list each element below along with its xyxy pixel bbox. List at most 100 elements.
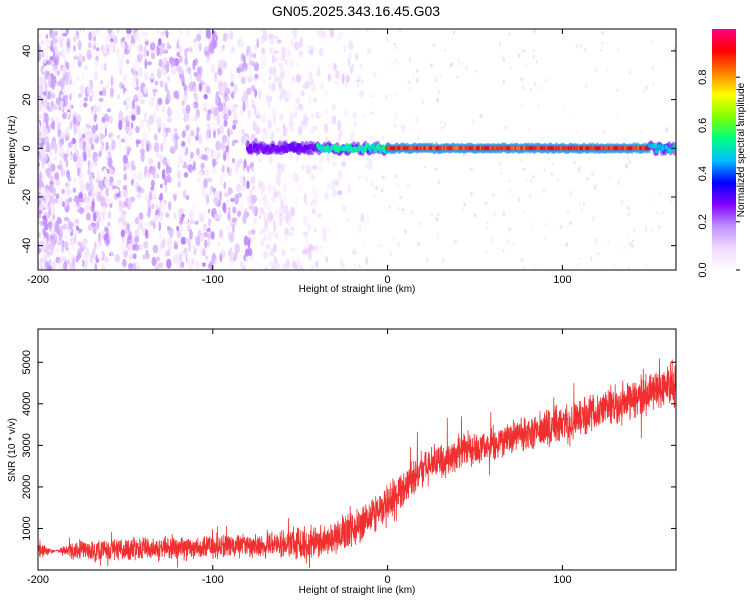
spectrogram-noise-blob	[200, 162, 205, 170]
spectrogram-noise-blob	[308, 94, 312, 104]
spectrogram-noise-blob	[226, 40, 229, 48]
spectrogram-noise-blob	[232, 111, 238, 119]
spectrogram-noise-blob	[50, 163, 56, 172]
spectrogram-noise-blob	[75, 76, 80, 82]
spectrogram-noise-blob	[99, 132, 103, 143]
spectrogram-noise-blob	[174, 140, 178, 151]
spectrogram-noise-blob	[38, 130, 42, 142]
spectrogram-noise-blob	[167, 75, 170, 82]
spectrogram-noise-blob	[315, 244, 319, 254]
spectrogram-noise-blob	[83, 96, 88, 102]
spectrogram-noise-blob	[61, 49, 65, 59]
spectrogram-noise-blob	[45, 34, 49, 39]
spectrogram-noise-blob	[240, 106, 244, 118]
spectrogram-noise-blob	[181, 145, 187, 153]
spectrogram-noise-blob	[464, 66, 467, 71]
spectrogram-noise-blob	[223, 181, 226, 190]
spectrogram-noise-blob	[76, 188, 80, 195]
spectrogram-noise-blob	[262, 78, 266, 85]
spectrogram-noise-blob	[370, 111, 373, 115]
y-tick-label: 40	[21, 45, 33, 57]
spectrogram-noise-blob	[234, 166, 240, 172]
spectrogram-noise-blob	[127, 128, 133, 137]
spectrogram-noise-blob	[312, 125, 318, 131]
spectrogram-noise-blob	[415, 68, 418, 73]
spectrogram-noise-blob	[139, 221, 144, 230]
spectrogram-noise-blob	[403, 125, 406, 131]
spectrogram-noise-blob	[353, 262, 357, 270]
spectrogram-noise-blob	[584, 83, 588, 89]
spectrogram-noise-blob	[204, 85, 211, 94]
spectrogram-noise-blob	[304, 80, 310, 89]
spectrogram-noise-blob	[79, 84, 85, 96]
spectrogram-noise-blob	[333, 179, 339, 187]
spectrogram-noise-blob	[538, 86, 541, 90]
spectrogram-noise-blob	[46, 54, 49, 60]
spectrogram-noise-blob	[268, 260, 274, 267]
spectrogram-noise-blob	[417, 241, 421, 246]
spectrogram-noise-blob	[396, 183, 399, 188]
spectrogram-noise-blob	[324, 89, 328, 99]
spectrogram-noise-blob	[41, 107, 46, 114]
spectrogram-noise-blob	[372, 195, 375, 198]
spectrogram-noise-blob	[227, 127, 231, 138]
spectrogram-noise-blob	[165, 213, 170, 218]
spectrogram-noise-blob	[623, 157, 626, 161]
spectrogram-noise-blob	[366, 47, 372, 55]
spectrogram-noise-blob	[219, 45, 225, 54]
spectrogram-noise-blob	[110, 87, 114, 98]
spectrogram-noise-blob	[373, 72, 377, 77]
spectrogram-noise-blob	[259, 229, 265, 236]
spectrogram-noise-blob	[158, 215, 163, 221]
spectrogram-noise-blob	[289, 112, 295, 118]
spectrogram-noise-blob	[472, 119, 475, 124]
spectrogram-noise-blob	[306, 222, 311, 232]
spectrogram-noise-blob	[176, 225, 179, 232]
spectrogram-noise-blob	[290, 226, 295, 232]
spectrogram-noise-blob	[118, 203, 124, 212]
spectrogram-noise-blob	[48, 91, 52, 97]
spectrogram-noise-blob	[461, 207, 465, 211]
spectrogram-noise-blob	[550, 172, 554, 176]
spectrogram-noise-blob	[288, 232, 294, 237]
spectrogram-noise-blob	[44, 202, 49, 211]
spectrogram-noise-blob	[43, 252, 48, 260]
spectrogram-noise-blob	[215, 140, 221, 151]
spectrogram-noise-blob	[663, 241, 666, 245]
spectrogram-noise-blob	[133, 182, 136, 188]
spectrogram-noise-blob	[186, 51, 193, 61]
spectrogram-noise-blob	[242, 171, 246, 177]
spectrogram-noise-blob	[53, 247, 59, 258]
spectrogram-noise-blob	[229, 258, 235, 269]
spectrogram-noise-blob	[305, 44, 312, 53]
x-tick-label: -100	[202, 274, 224, 286]
spectrogram-noise-blob	[306, 164, 311, 175]
spectrogram-noise-blob	[42, 227, 47, 235]
spectrogram-noise-blob	[109, 136, 114, 142]
spectrogram-noise-blob	[275, 219, 281, 227]
spectrogram-noise-blob	[484, 201, 488, 205]
spectrogram-noise-blob	[316, 68, 321, 77]
spectrogram-noise-blob	[158, 262, 163, 269]
spectrogram-noise-blob	[150, 179, 155, 188]
spectrogram-noise-blob	[267, 184, 272, 194]
spectrogram-noise-blob	[397, 206, 400, 211]
spectrogram-noise-blob	[44, 113, 49, 124]
spectrogram-noise-blob	[288, 171, 293, 180]
spectrogram-noise-blob	[626, 235, 629, 239]
spectrogram-noise-blob	[192, 201, 197, 212]
y-tick-label: 0	[21, 145, 33, 151]
spectrogram-noise-blob	[198, 82, 203, 92]
spectrogram-noise-blob	[42, 144, 47, 151]
spectrogram-noise-blob	[44, 188, 50, 199]
spectrogram-noise-marks	[38, 29, 676, 270]
spectrogram-noise-blob	[56, 237, 60, 244]
spectrogram-noise-blob	[144, 253, 150, 260]
spectrogram-noise-blob	[176, 101, 182, 111]
spectrogram-noise-blob	[253, 104, 257, 116]
spectrogram-noise-blob	[161, 68, 167, 79]
spectrogram-noise-blob	[82, 56, 86, 62]
spectrogram-noise-blob	[94, 156, 99, 162]
spectrogram-noise-blob	[126, 235, 132, 244]
spectrogram-noise-blob	[104, 177, 107, 187]
